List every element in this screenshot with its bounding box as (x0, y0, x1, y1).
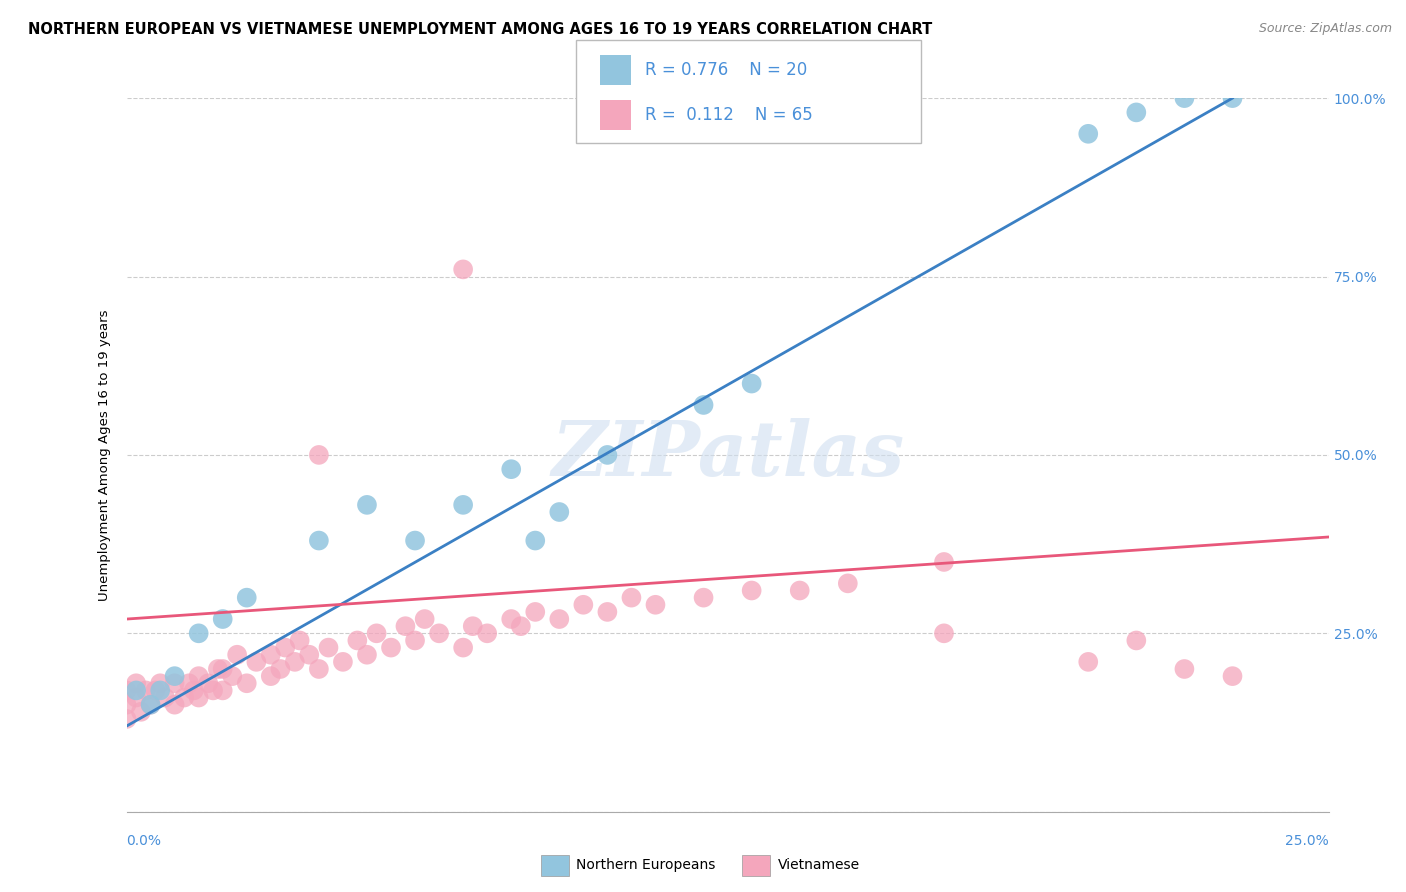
Point (125, 683, 148, 698)
Point (741, 583, 763, 598)
Point (451, 498, 474, 512)
Point (245, 655, 267, 669)
Point (692, 398, 714, 412)
Point (837, 576, 859, 591)
Point (115, 698, 138, 712)
Point (177, 676, 200, 690)
Point (211, 683, 233, 698)
Point (1125, 633, 1147, 648)
Point (1125, 105, 1147, 120)
Text: ZIPatlas: ZIPatlas (551, 418, 904, 491)
Point (139, 698, 162, 712)
Point (548, 612, 571, 626)
Point (1222, 669, 1244, 683)
Point (789, 583, 811, 598)
Point (135, 683, 157, 698)
Point (145, 683, 167, 698)
Point (211, 612, 233, 626)
Text: R =  0.112    N = 65: R = 0.112 N = 65 (645, 106, 813, 124)
Point (1077, 127, 1099, 141)
Point (260, 648, 283, 662)
Point (298, 648, 321, 662)
Point (692, 591, 714, 605)
Point (226, 648, 249, 662)
Point (427, 626, 450, 640)
Point (308, 662, 330, 676)
Point (149, 676, 172, 690)
Point (269, 662, 291, 676)
Point (153, 690, 176, 705)
Point (356, 498, 378, 512)
Point (572, 598, 595, 612)
Point (596, 448, 619, 462)
Text: Vietnamese: Vietnamese (778, 858, 859, 872)
Point (163, 698, 186, 712)
Point (501, 462, 523, 476)
Point (183, 683, 205, 698)
Point (173, 690, 195, 705)
Point (308, 448, 330, 462)
Point (509, 619, 531, 633)
Point (1077, 655, 1099, 669)
Text: Source: ZipAtlas.com: Source: ZipAtlas.com (1258, 22, 1392, 36)
Point (932, 626, 955, 640)
Point (163, 676, 186, 690)
Point (187, 669, 209, 683)
Point (451, 262, 474, 277)
Text: R = 0.776    N = 20: R = 0.776 N = 20 (645, 61, 807, 78)
Point (125, 676, 148, 690)
Point (187, 690, 209, 705)
Point (356, 648, 378, 662)
Point (125, 690, 148, 705)
Point (288, 633, 311, 648)
Point (308, 533, 330, 548)
Point (644, 598, 666, 612)
Point (475, 626, 498, 640)
Point (284, 655, 307, 669)
Point (1173, 91, 1195, 105)
Point (163, 669, 186, 683)
Point (394, 619, 416, 633)
Point (413, 612, 436, 626)
Point (1222, 91, 1244, 105)
Point (404, 633, 426, 648)
Point (332, 655, 354, 669)
Point (207, 662, 229, 676)
Point (115, 683, 138, 698)
Point (187, 626, 209, 640)
Point (461, 619, 484, 633)
Point (221, 669, 243, 683)
Point (235, 676, 259, 690)
Point (451, 640, 474, 655)
Point (596, 605, 619, 619)
Point (346, 633, 368, 648)
Point (129, 705, 152, 719)
Point (741, 376, 763, 391)
Point (380, 640, 402, 655)
Point (366, 626, 388, 640)
Point (1173, 662, 1195, 676)
Point (548, 505, 571, 519)
Point (318, 640, 340, 655)
Point (197, 676, 219, 690)
Y-axis label: Unemployment Among Ages 16 to 19 years: Unemployment Among Ages 16 to 19 years (97, 310, 111, 600)
Point (404, 533, 426, 548)
Point (149, 683, 172, 698)
Point (139, 698, 162, 712)
Point (524, 605, 547, 619)
Text: 25.0%: 25.0% (1285, 834, 1329, 848)
Point (235, 591, 259, 605)
Point (932, 555, 955, 569)
Text: NORTHERN EUROPEAN VS VIETNAMESE UNEMPLOYMENT AMONG AGES 16 TO 19 YEARS CORRELATI: NORTHERN EUROPEAN VS VIETNAMESE UNEMPLOY… (28, 22, 932, 37)
Text: 0.0%: 0.0% (127, 834, 162, 848)
Point (211, 662, 233, 676)
Text: Northern Europeans: Northern Europeans (576, 858, 716, 872)
Point (115, 712, 138, 726)
Point (524, 533, 547, 548)
Point (260, 669, 283, 683)
Point (202, 683, 225, 698)
Point (620, 591, 643, 605)
Point (501, 612, 523, 626)
Point (274, 640, 297, 655)
